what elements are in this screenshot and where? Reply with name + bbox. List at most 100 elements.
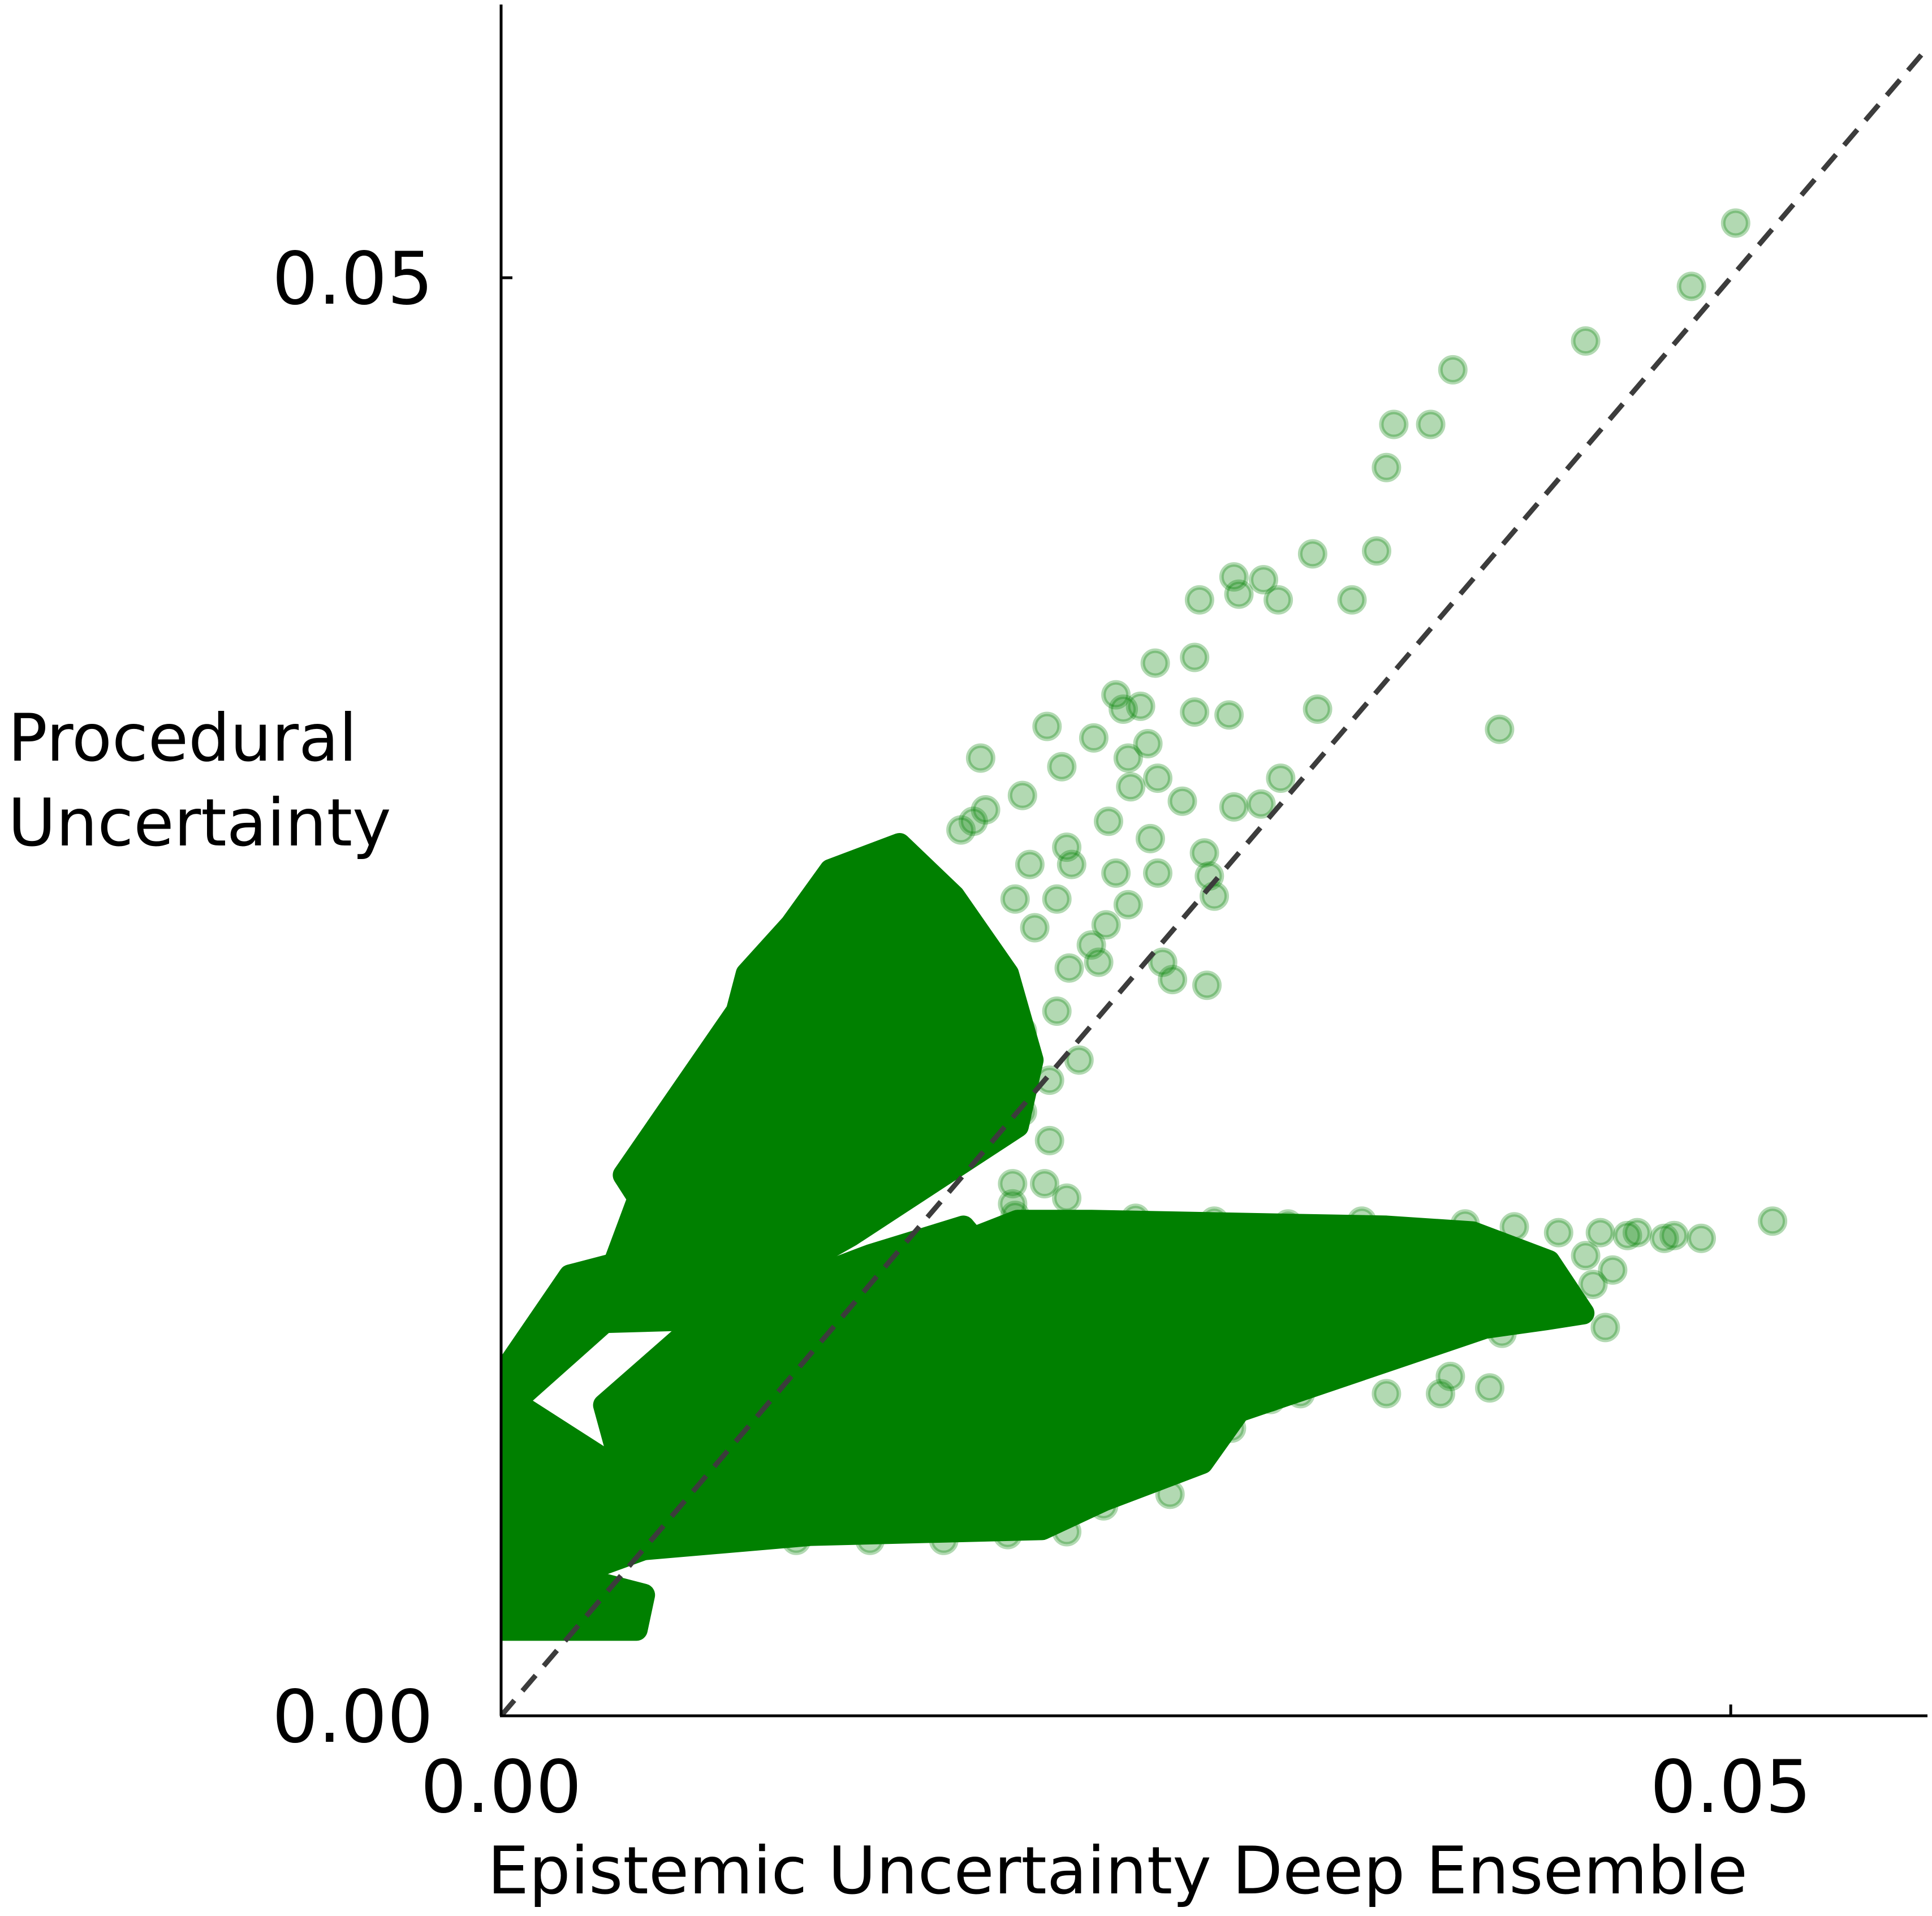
scatter-point-44: [1056, 849, 1086, 879]
scatter-point-70: [1064, 1045, 1094, 1075]
dense-point-cloud-3: [501, 1253, 626, 1425]
scatter-point-52: [1042, 884, 1072, 914]
scatter-point-23: [1303, 694, 1332, 724]
scatter-point-42: [1219, 792, 1249, 822]
scatter-point-101: [1487, 1318, 1517, 1348]
scatter-point-90: [1622, 1218, 1652, 1248]
scatter-point-53: [1000, 884, 1030, 914]
scatter-point-55: [1113, 890, 1143, 920]
scatter-point-30: [1113, 743, 1143, 773]
scatter-point-67: [990, 970, 1020, 1000]
scatter-point-37: [971, 795, 1000, 825]
scatter-point-89: [1612, 1220, 1642, 1250]
scatter-point-105: [1372, 1379, 1401, 1409]
y-tick-label-0: 0.00: [272, 1675, 433, 1759]
scatter-point-56: [1091, 910, 1121, 940]
scatter-point-116: [929, 1525, 959, 1555]
scatter-point-31: [1143, 763, 1172, 793]
scatter-point-27: [1133, 729, 1163, 758]
scatter-point-103: [1475, 1373, 1504, 1403]
scatter-point-58: [1020, 913, 1050, 943]
scatter-point-97: [1534, 1270, 1564, 1300]
scatter-point-2: [1676, 271, 1706, 301]
scatter-point-39: [958, 806, 988, 836]
scatter-point-91: [1649, 1223, 1679, 1253]
scatter-point-106: [1286, 1379, 1316, 1409]
x-axis: 0.00 0.05: [421, 1704, 1927, 1829]
scatter-point-8: [1362, 536, 1391, 566]
scatter-point-3: [1571, 326, 1601, 356]
scatter-point-18: [1101, 680, 1131, 710]
scatter-point-65: [1158, 965, 1188, 995]
scatter-point-41: [1094, 806, 1123, 836]
scatter-point-77: [1030, 1169, 1059, 1199]
scatter-point-93: [1687, 1223, 1716, 1253]
scatter-point-50: [1135, 823, 1165, 853]
scatter-point-25: [1032, 711, 1062, 741]
scatter-point-32: [1266, 763, 1296, 793]
scatter-point-99: [1590, 1313, 1620, 1343]
scatter-point-48: [862, 867, 892, 897]
scatter-point-100: [1519, 1298, 1549, 1328]
scatter-point-87: [1543, 1218, 1573, 1248]
y-axis-label: Procedural Uncertainty: [8, 700, 391, 861]
scatter-point-35: [1167, 786, 1197, 816]
scatter-point-46: [1143, 858, 1172, 888]
scatter-point-13: [1224, 579, 1254, 609]
scatter-point-102: [1435, 1361, 1465, 1391]
scatter-point-36: [1007, 780, 1037, 810]
scatter-point-57: [1200, 881, 1229, 911]
scatter-point-19: [1109, 694, 1138, 724]
scatter-point-79: [1000, 1201, 1030, 1231]
scatter-point-34: [1246, 789, 1276, 819]
scatter-point-29: [1047, 752, 1077, 782]
scatter-point-11: [1219, 562, 1249, 592]
scatter-point-17: [1140, 648, 1170, 678]
y-tick-label-1: 0.05: [272, 237, 433, 321]
scatter-point-76: [998, 1169, 1028, 1199]
scatter-point-5: [1379, 409, 1409, 439]
x-ticks: 0.00 0.05: [421, 1704, 1812, 1829]
scatter-point-40: [1052, 832, 1082, 862]
x-axis-label: Epistemic Uncertainty Deep Ensemble: [488, 1833, 1748, 1909]
scatter-point-104: [1426, 1379, 1455, 1409]
scatter-point-22: [1214, 700, 1244, 730]
plot-area: [501, 46, 1930, 1716]
scatter-point-72: [993, 1085, 1023, 1115]
scatter-point-69: [1007, 1016, 1037, 1046]
scatter-point-62: [965, 930, 995, 960]
scatter-point-118: [781, 1525, 811, 1555]
scatter-point-117: [855, 1525, 885, 1555]
scatter-point-16: [1180, 642, 1210, 672]
scatter-point-98: [1578, 1270, 1608, 1300]
scatter-point-96: [1598, 1255, 1628, 1285]
scatter-point-120: [614, 1606, 644, 1636]
scatter-point-61: [931, 910, 961, 940]
scatter-point-43: [1015, 849, 1045, 879]
scatter-point-84: [1347, 1206, 1377, 1236]
scatter-point-95: [1571, 1241, 1601, 1271]
scatter-point-47: [1189, 838, 1219, 868]
scatter-point-6: [1416, 409, 1446, 439]
scatter-point-38: [946, 815, 976, 845]
scatter-point-4: [1438, 355, 1468, 385]
y-ticks: 0.00 0.05: [272, 237, 512, 1759]
y-axis-label-line-1: Procedural: [8, 700, 357, 776]
scatter-point-64: [1148, 947, 1178, 977]
scatter-point-81: [1120, 1203, 1150, 1233]
scatter-point-15: [1184, 585, 1214, 615]
scatter-point-20: [1125, 691, 1155, 721]
scatter-point-49: [916, 867, 946, 897]
scatter-point-109: [1217, 1413, 1247, 1443]
scatter-point-73: [1007, 1097, 1037, 1127]
scatter-point-115: [993, 1520, 1023, 1550]
scatter-point-113: [1089, 1491, 1119, 1521]
scatter-point-119: [720, 1522, 750, 1552]
scatter-point-66: [1192, 970, 1222, 1000]
scatter-point-75: [1034, 1125, 1064, 1155]
x-tick-label-1: 0.05: [1650, 1745, 1812, 1829]
scatter-point-107: [1256, 1384, 1286, 1414]
scatter-point-68: [1042, 996, 1072, 1026]
y-axis: 0.00 0.05: [272, 5, 512, 1759]
scatter-point-108: [1182, 1408, 1212, 1438]
